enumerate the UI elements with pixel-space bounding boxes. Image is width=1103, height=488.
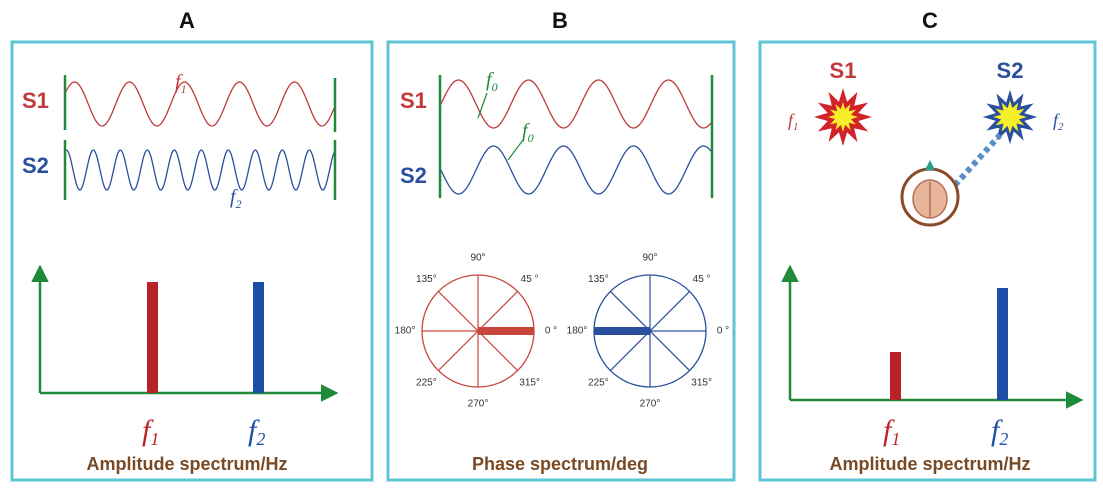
angle-label: 270°	[640, 399, 661, 410]
angle-label: 270°	[468, 399, 489, 410]
gaze-line	[952, 132, 1003, 188]
stimulus-icon	[813, 87, 873, 147]
source-label: S2	[997, 58, 1024, 83]
freq-base: f	[1053, 110, 1061, 130]
freq-sub: 0	[528, 131, 534, 145]
freq-sub: 2	[1058, 121, 1064, 133]
source-label: S1	[830, 58, 857, 83]
freq-sub: 0	[492, 80, 498, 94]
signal-label: S1	[22, 88, 49, 113]
stimulus-icon	[982, 89, 1038, 145]
angle-label: 0 °	[545, 326, 557, 337]
freq-base: f	[486, 69, 494, 91]
freq-label: f2	[1053, 110, 1064, 133]
angle-label: 45 °	[521, 274, 539, 285]
bar	[147, 282, 158, 393]
panel-label: A	[179, 8, 195, 33]
freq-base: f	[522, 120, 530, 142]
nose-icon	[925, 160, 935, 170]
bar	[890, 352, 901, 400]
freq-base: f	[175, 71, 183, 93]
signal-label: S2	[400, 163, 427, 188]
freq-base: f	[788, 110, 796, 130]
freq-label: f1	[175, 71, 187, 96]
phase-diagrams: 0 ° 45 ° 90° 135° 180° 225° 270° 315° 0 ° 45 ° 90°…	[395, 253, 730, 410]
angle-label: 225°	[416, 377, 437, 388]
panel-label: C	[922, 8, 938, 33]
wave	[440, 79, 712, 129]
wave	[65, 149, 335, 191]
angle-label: 135°	[416, 274, 437, 285]
wave	[440, 145, 712, 195]
angle-label: 90°	[642, 253, 657, 264]
tick-label: f1	[142, 414, 159, 449]
signal-label: S2	[22, 153, 49, 178]
caption: Amplitude spectrum/Hz	[829, 454, 1030, 474]
wave	[65, 81, 335, 127]
tick-label: f1	[883, 414, 900, 449]
angle-label: 90°	[470, 253, 485, 264]
bar	[997, 288, 1008, 400]
freq-sub: 2	[999, 429, 1008, 449]
leader	[507, 139, 524, 161]
angle-label: 0 °	[717, 326, 729, 337]
leader	[477, 92, 488, 119]
caption: Amplitude spectrum/Hz	[86, 454, 287, 474]
tick-label: f2	[991, 414, 1008, 449]
angle-label: 180°	[395, 326, 416, 337]
freq-label: f0	[486, 69, 498, 94]
angle-label: 135°	[588, 274, 609, 285]
freq-sub: 1	[181, 82, 187, 96]
freq-sub: 2	[256, 429, 265, 449]
freq-sub: 2	[236, 197, 242, 211]
freq-base: f	[230, 186, 238, 208]
angle-label: 225°	[588, 377, 609, 388]
freq-label: f1	[788, 110, 799, 133]
freq-sub: 1	[891, 429, 900, 449]
panel-box	[386, 40, 736, 482]
angle-label: 315°	[691, 377, 712, 388]
panel-box	[10, 40, 374, 482]
freq-label: f0	[522, 120, 534, 145]
freq-label: f2	[230, 186, 242, 211]
bar	[253, 282, 264, 393]
signal-label: S1	[400, 88, 427, 113]
freq-sub: 1	[793, 121, 799, 133]
angle-label: 45 °	[693, 274, 711, 285]
caption: Phase spectrum/deg	[472, 454, 648, 474]
tick-label: f2	[248, 414, 265, 449]
angle-label: 180°	[567, 326, 588, 337]
freq-sub: 1	[150, 429, 159, 449]
panel-box	[758, 40, 1097, 482]
panel-label: B	[552, 8, 568, 33]
angle-label: 315°	[519, 377, 540, 388]
